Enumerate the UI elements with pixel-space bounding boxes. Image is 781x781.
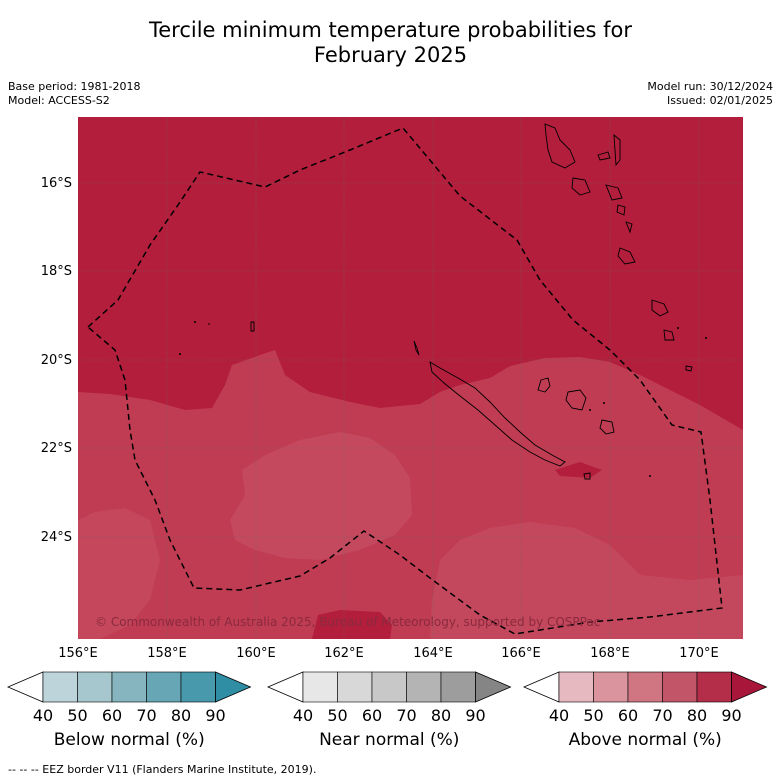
title-line-1: Tercile minimum temperature probabilitie…	[148, 18, 633, 42]
island-pentecost	[613, 133, 621, 167]
probability-field-low-patch	[230, 432, 412, 560]
colorbar-tick-label: 40	[548, 706, 570, 725]
island-shepherd	[625, 221, 633, 234]
probability-field-low-patch-2	[430, 522, 743, 639]
island-belep	[413, 340, 420, 356]
probability-field-high-patch	[312, 610, 392, 639]
longitude-label: 160°E	[236, 646, 276, 661]
map-title: Tercile minimum temperature probabilitie…	[0, 18, 781, 68]
island-ambrym	[605, 184, 623, 201]
colorbar-title: Above normal (%)	[568, 730, 722, 750]
island-espiritu-santo	[544, 123, 576, 169]
colorbar-tick-label: 80	[170, 706, 192, 725]
metadata-right: Model run: 30/12/2024 Issued: 02/01/2025	[647, 80, 773, 108]
longitude-label: 170°E	[679, 646, 719, 661]
island-aneityum	[663, 329, 675, 341]
model-run-text: Model run: 30/12/2024	[647, 80, 773, 93]
copyright-watermark: © Commonwealth of Australia 2025, Bureau…	[95, 615, 600, 629]
island-dots	[179, 321, 707, 477]
island-malakula	[571, 177, 591, 196]
colorbar-tick-label: 70	[136, 706, 157, 725]
colorbar-tick-label: 60	[101, 706, 123, 725]
colorbar-tick-label: 50	[583, 706, 604, 725]
colorbar-tick-label: 90	[465, 706, 486, 725]
coastlines	[250, 123, 693, 480]
longitude-label: 164°E	[413, 646, 453, 661]
colorbar-tick-label: 50	[67, 706, 88, 725]
colorbar-title: Near normal (%)	[319, 730, 460, 750]
colorbar-tick-label: 90	[205, 706, 226, 725]
latitude-label: 16°S	[40, 176, 72, 191]
colorbar-tick-label: 60	[617, 706, 639, 725]
island-tanna	[651, 299, 669, 317]
latitude-label: 24°S	[40, 530, 72, 545]
probability-field-low-patch-3	[78, 508, 160, 639]
colorbar-tick-label: 60	[361, 706, 383, 725]
island-mare	[599, 419, 615, 435]
graticule	[78, 117, 743, 639]
colorbar-tick-label: 40	[32, 706, 54, 725]
island-efate	[597, 151, 611, 161]
island-solomon-islet	[250, 321, 255, 332]
latitude-label: 18°S	[40, 264, 72, 279]
colorbar-tick-label: 70	[652, 706, 673, 725]
colorbar-tick-label: 40	[292, 706, 314, 725]
island-matthew	[685, 365, 693, 372]
metadata-left: Base period: 1981-2018 Model: ACCESS-S2	[8, 80, 140, 108]
new-caledonia-outline	[429, 361, 566, 467]
eez-border	[86, 127, 723, 635]
latitude-label: 22°S	[40, 441, 72, 456]
island-erromango	[617, 247, 636, 265]
colorbar-title: Below normal (%)	[53, 730, 205, 750]
colorbar-tick-label: 50	[327, 706, 348, 725]
longitude-label: 168°E	[590, 646, 630, 661]
eez-footer-note: -- -- -- EEZ border V11 (Flanders Marine…	[8, 763, 317, 776]
title-line-2: February 2025	[313, 43, 468, 67]
latitude-label: 20°S	[40, 353, 72, 368]
model-text: Model: ACCESS-S2	[8, 94, 110, 107]
longitude-label: 166°E	[501, 646, 541, 661]
island-lifou	[565, 389, 587, 411]
colorbar-tick-label: 90	[721, 706, 742, 725]
colorbar-tick-label: 80	[430, 706, 452, 725]
island-isle-of-pines	[583, 472, 591, 480]
longitude-label: 162°E	[324, 646, 364, 661]
issued-text: Issued: 02/01/2025	[666, 94, 773, 107]
island-epi	[616, 204, 626, 216]
colorbar-tick-label: 70	[396, 706, 417, 725]
longitude-label: 158°E	[147, 646, 187, 661]
base-period-text: Base period: 1981-2018	[8, 80, 141, 93]
colorbar-tick-label: 80	[686, 706, 708, 725]
island-ouvea	[537, 377, 551, 393]
longitude-label: 156°E	[58, 646, 98, 661]
